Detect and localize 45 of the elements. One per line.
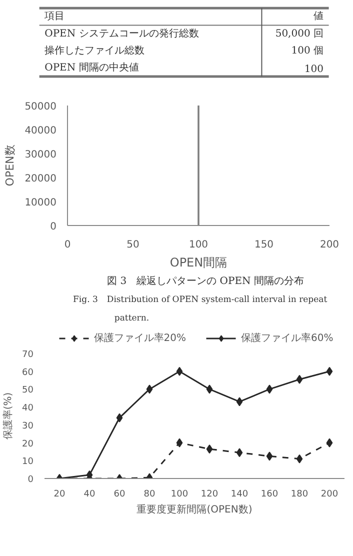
text: 100 個	[291, 45, 324, 56]
x-tick-label: 100	[170, 490, 188, 500]
category-label: OPEN システムコールの発行総数	[44, 27, 199, 40]
y-tick-label: 40000	[24, 126, 56, 136]
x-axis-title: OPEN間隔	[170, 256, 228, 270]
text: 100	[304, 64, 324, 75]
x-tick-label: 20	[54, 490, 66, 500]
x-tick-label: 200	[320, 490, 338, 500]
x-tick-label: 60	[114, 490, 126, 500]
x-tick-label: 0	[64, 240, 71, 250]
text: 項目	[44, 11, 65, 22]
category-label: 操作したファイル総数	[44, 44, 145, 56]
legend-label: 保護ファイル率60%	[241, 332, 334, 345]
y-tick-label: 10000	[24, 198, 56, 208]
y-tick-label: 0	[50, 222, 57, 232]
x-tick-label: 160	[260, 490, 278, 500]
x-tick-label: 50	[126, 240, 140, 250]
y-tick-label: 30	[22, 421, 34, 432]
caption: Fig. 3 Distribution of OPEN system-call interval in repeat pattern.	[73, 295, 328, 324]
x-tick-label: 100	[188, 240, 208, 250]
y-tick-label: 50000	[24, 102, 56, 112]
text: 値	[313, 10, 324, 22]
y-tick-label: 60	[22, 368, 34, 378]
x-tick-label: 200	[320, 240, 340, 250]
y-tick-label: 50	[22, 386, 34, 396]
y-tick-label: 20	[22, 439, 34, 450]
x-tick-label: 120	[200, 490, 218, 500]
text: 50,000 回	[275, 28, 324, 40]
x-tick-label: 150	[254, 240, 274, 250]
y-axis-title: 保護率(%)	[2, 392, 14, 440]
y-tick-label: 20000	[24, 174, 56, 184]
legend-label: 保護ファイル率20%	[94, 332, 186, 345]
category-label: OPEN 間隔の中央値	[44, 61, 139, 74]
x-tick-label: 80	[144, 490, 156, 500]
x-tick-label: 180	[290, 490, 308, 500]
y-tick-label: 70	[22, 350, 34, 360]
caption: 図 3 繰返しパターンの OPEN 間隔の分布	[107, 275, 304, 288]
x-tick-label: 140	[230, 490, 248, 500]
y-tick-label: 10	[22, 457, 34, 468]
y-tick-label: 0	[28, 475, 34, 485]
y-tick-label: 40	[22, 404, 34, 414]
x-tick-label: 40	[84, 490, 96, 500]
y-tick-label: 30000	[24, 150, 56, 160]
y-axis-title: OPEN数	[4, 144, 17, 186]
x-axis-title: 重要度更新間隔(OPEN数)	[136, 504, 252, 516]
